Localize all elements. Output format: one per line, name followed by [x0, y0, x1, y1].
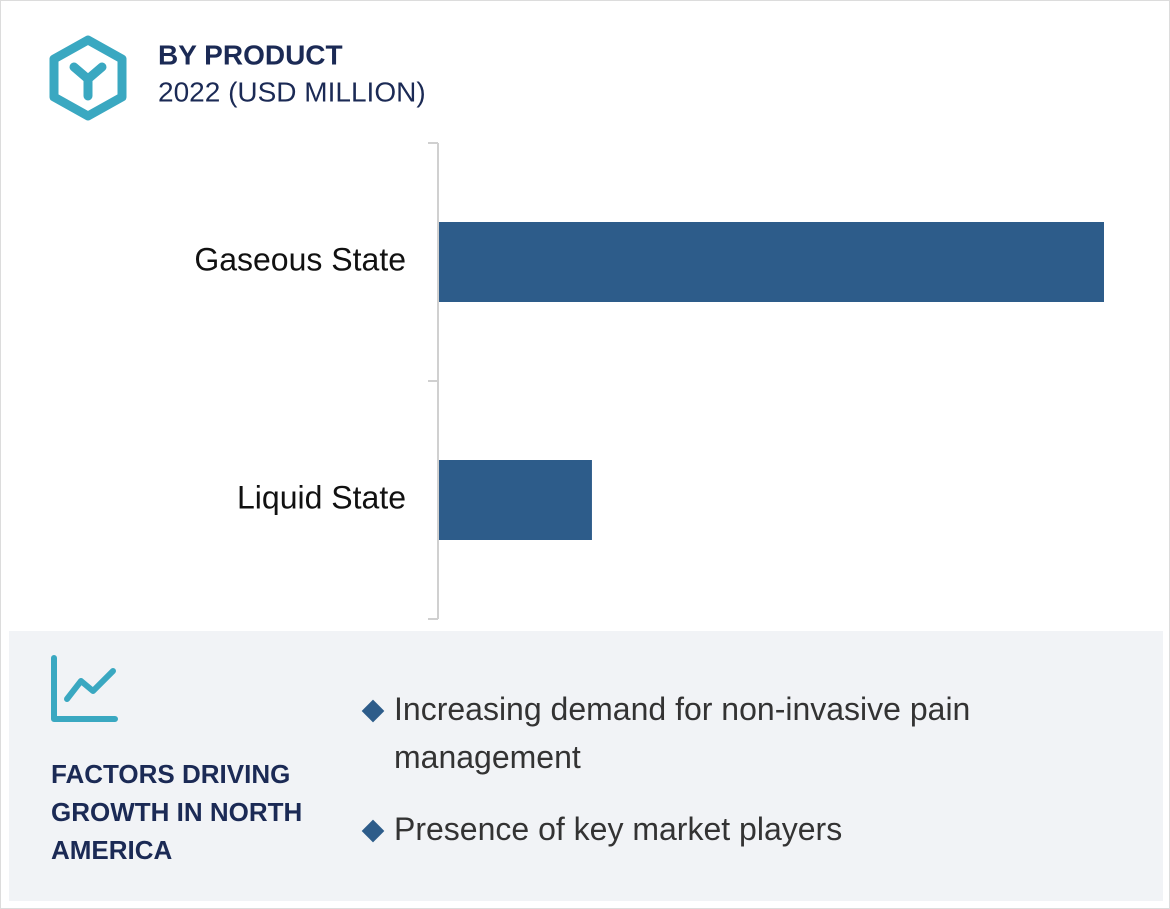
factor-item: Increasing demand for non-invasive pain … [361, 685, 1061, 781]
factors-title: FACTORS DRIVING GROWTH IN NORTH AMERICA [51, 759, 303, 865]
bullet [361, 819, 385, 843]
axis [428, 142, 439, 620]
chart-title: BY PRODUCT [158, 39, 343, 70]
bar [439, 460, 592, 540]
bullet [361, 699, 385, 723]
chart-subtitle: 2022 (USD MILLION) [158, 76, 426, 107]
category-label: Gaseous State [194, 241, 406, 277]
category-label: Liquid State [237, 479, 406, 515]
factors-panel: FACTORS DRIVING GROWTH IN NORTH AMERICA … [9, 631, 1163, 901]
factors-list: Increasing demand for non-invasive pain … [361, 685, 1061, 877]
factor-item: Presence of key market players [361, 805, 1061, 853]
growth-icon [51, 655, 118, 722]
factor-text: Increasing demand for non-invasive pain … [394, 691, 971, 775]
bar [439, 222, 1104, 302]
factor-text: Presence of key market players [394, 811, 843, 847]
product-icon [49, 35, 127, 121]
chart: BY PRODUCT 2022 (USD MILLION) Gaseous St… [49, 35, 1104, 620]
